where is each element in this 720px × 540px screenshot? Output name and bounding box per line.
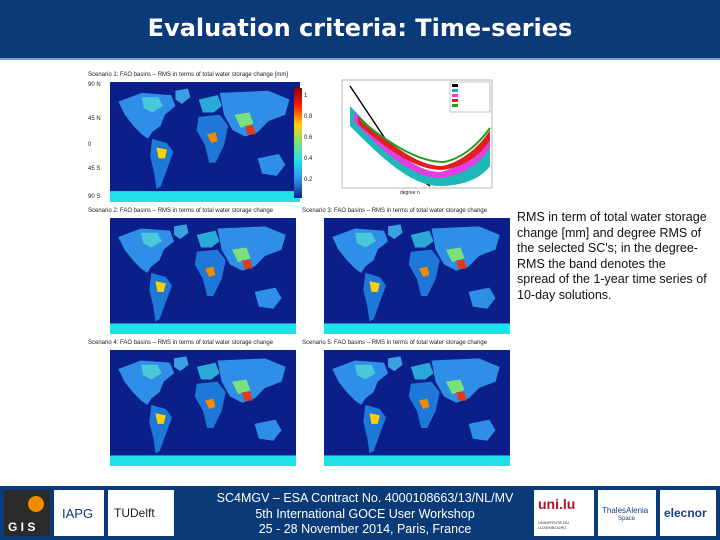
footer-line-2: 5th International GOCE User Workshop [255,506,475,521]
map-panel-caption: Scenario 4: FAO basins – RMS in terms of… [88,340,274,346]
slide-footer: G I S IAPG TUDelft SC4MGV – ESA Contract… [0,486,720,540]
uni-lu-logo: uni.lu UNIVERSITÉ DU LUXEMBOURG [534,490,594,536]
world-map [110,82,300,202]
description-text: RMS in term of total water storage chang… [517,210,707,302]
map-panel-5: Scenario 5: FAO basins – RMS in terms of… [302,338,512,472]
world-map [110,218,296,334]
thales-alenia-logo: ThalesAlenia Space [598,490,656,536]
map-panel-3: Scenario 3: FAO basins – RMS in terms of… [302,206,512,340]
colorbar-ticks: 1 0.8 0.6 0.4 0.2 [304,93,313,183]
gis-logo: G I S [4,490,50,536]
world-map [110,350,296,466]
footer-line-1: SC4MGV – ESA Contract No. 4000108663/13/… [216,491,514,505]
plot-xlabel: degree n [400,190,420,196]
slide-title: Evaluation criteria: Time-series [147,14,573,42]
map-panel-caption: Scenario 5: FAO basins – RMS in terms of… [302,340,488,346]
colorbar [294,88,302,198]
footer-line-3: 25 - 28 November 2014, Paris, France [258,522,472,536]
degree-rms-chart [341,79,493,189]
footer-text: SC4MGV – ESA Contract No. 4000108663/13/… [180,491,550,538]
map-panel-caption: Scenario 2: FAO basins – RMS in terms of… [88,208,274,214]
iapg-logo: IAPG [54,490,104,536]
lat-axis: 90 N 45 N 0 45 S 90 S [88,82,101,200]
map-panel-caption: Scenario 1: FAO basins – RMS in terms of… [88,72,289,78]
world-map [324,350,510,466]
map-panel-2: Scenario 2: FAO basins – RMS in terms of… [88,206,298,340]
elecnor-logo: elecnor [660,490,716,536]
world-map [324,218,510,334]
map-panel-1: Scenario 1: FAO basins – RMS in terms of… [88,72,316,212]
slide-header: Evaluation criteria: Time-series [0,0,720,60]
map-panel-caption: Scenario 3: FAO basins – RMS in terms of… [302,208,488,214]
degree-rms-plot: degree n [330,76,496,202]
tudelft-logo: TUDelft [108,490,174,536]
map-panel-4: Scenario 4: FAO basins – RMS in terms of… [88,338,298,472]
